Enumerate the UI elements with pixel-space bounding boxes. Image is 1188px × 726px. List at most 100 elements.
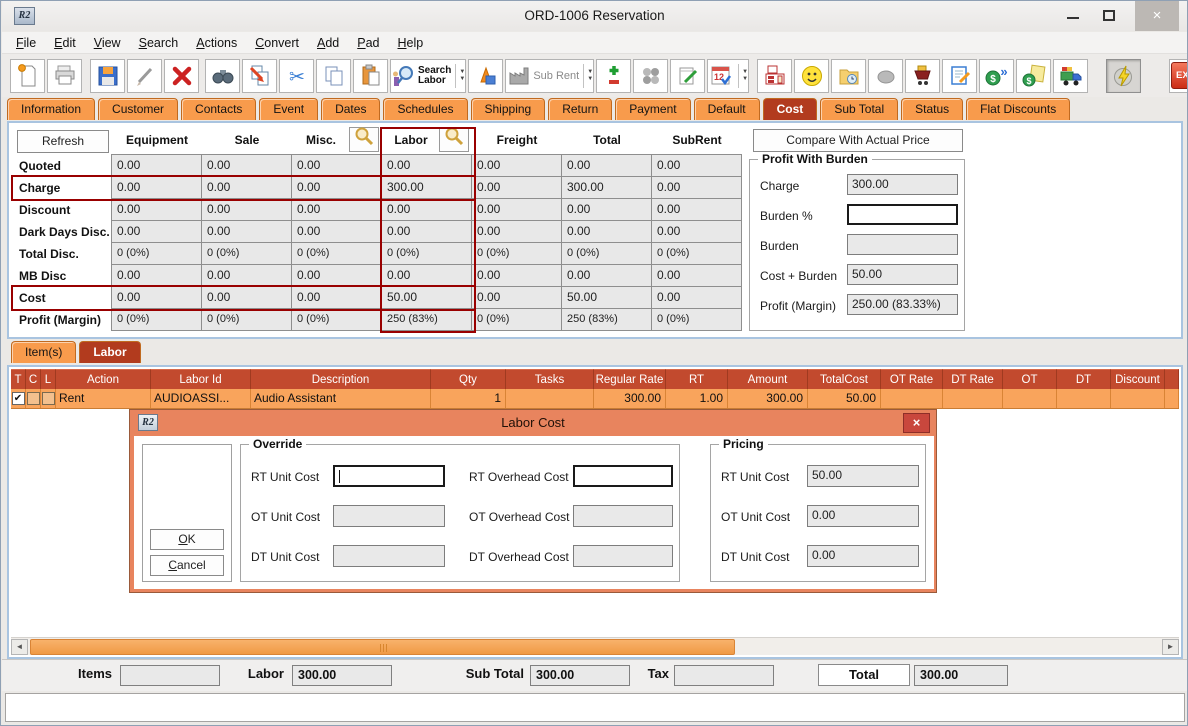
sub-rent-factory-button[interactable]: Sub Rent ▼ ▼ bbox=[505, 58, 595, 93]
dropdown-arrows-icon[interactable]: ▼ ▼ bbox=[738, 63, 748, 88]
labor-col-l[interactable]: L bbox=[41, 369, 56, 389]
paste-button[interactable] bbox=[353, 58, 388, 93]
menu-view[interactable]: View bbox=[93, 35, 121, 50]
search-labor-button[interactable]: Search Labor ▼ ▼ bbox=[390, 58, 467, 93]
menu-pad[interactable]: Pad bbox=[357, 35, 380, 50]
labor-col-ot-rate[interactable]: OT Rate bbox=[881, 369, 943, 389]
tab-contacts[interactable]: Contacts bbox=[181, 98, 257, 120]
menu-actions[interactable]: Actions bbox=[196, 35, 238, 50]
dollar-invoice-button[interactable]: $ bbox=[1016, 58, 1052, 93]
maximize-button[interactable] bbox=[1093, 1, 1125, 31]
tab-status[interactable]: Status bbox=[901, 98, 964, 120]
checkbox-t[interactable]: ✔ bbox=[11, 392, 25, 405]
scroll-left-arrow[interactable]: ◄ bbox=[11, 639, 28, 655]
print-button[interactable] bbox=[47, 58, 82, 93]
dropdown-arrows-icon[interactable]: ▼ ▼ bbox=[455, 63, 465, 88]
delete-button[interactable] bbox=[164, 58, 199, 93]
menu-add[interactable]: Add bbox=[317, 35, 340, 50]
horizontal-scrollbar[interactable]: ◄ ► bbox=[11, 637, 1179, 655]
scroll-right-arrow[interactable]: ► bbox=[1162, 639, 1179, 655]
notepad-edit-button[interactable] bbox=[670, 58, 706, 93]
labor-col-amount[interactable]: Amount bbox=[728, 369, 808, 389]
copy-button[interactable] bbox=[316, 58, 351, 93]
menu-search[interactable]: Search bbox=[138, 35, 179, 50]
labor-col-tasks[interactable]: Tasks bbox=[506, 369, 594, 389]
cut-scissors-icon: ✂ bbox=[284, 63, 310, 89]
cost-cell-charge-freight: 0.00 bbox=[472, 177, 562, 199]
group-title: Pricing bbox=[719, 437, 768, 451]
tab-cost[interactable]: Cost bbox=[762, 98, 818, 120]
tab-information[interactable]: Information bbox=[7, 98, 96, 120]
menu-help[interactable]: Help bbox=[397, 35, 424, 50]
tab-event[interactable]: Event bbox=[259, 98, 319, 120]
refresh-button[interactable]: Refresh bbox=[17, 130, 109, 153]
ok-button[interactable]: OK bbox=[150, 529, 224, 550]
checkbox-cell-l[interactable] bbox=[41, 389, 56, 408]
scrollbar-thumb[interactable] bbox=[30, 639, 735, 655]
labor-table-row[interactable]: ✔ Rent AUDIOASSI... Audio Assistant 1 300.00 1… bbox=[11, 389, 1179, 409]
note-edit-button[interactable] bbox=[942, 58, 978, 93]
labor-col-t[interactable]: T bbox=[11, 369, 26, 389]
checkbox-c[interactable] bbox=[26, 392, 40, 405]
delivery-truck-button[interactable] bbox=[1053, 58, 1089, 93]
labor-col-discount[interactable]: Discount bbox=[1111, 369, 1165, 389]
cut-scissors-button[interactable]: ✂ bbox=[279, 58, 314, 93]
labor-col-c[interactable]: C bbox=[26, 369, 41, 389]
labor-col-dt[interactable]: DT bbox=[1057, 369, 1111, 389]
tab-return[interactable]: Return bbox=[548, 98, 613, 120]
smiley-button[interactable] bbox=[794, 58, 830, 93]
tab-sub-total[interactable]: Sub Total bbox=[820, 98, 899, 120]
exit-button[interactable]: EXIT bbox=[1169, 58, 1187, 93]
labor-col-qty[interactable]: Qty bbox=[431, 369, 506, 389]
checkbox-cell-t[interactable]: ✔ bbox=[11, 389, 26, 408]
labor-col-rt[interactable]: RT bbox=[666, 369, 728, 389]
item-tab-labor[interactable]: Labor bbox=[79, 341, 141, 363]
menu-edit[interactable]: Edit bbox=[54, 35, 76, 50]
labor-col-totalcost[interactable]: TotalCost bbox=[808, 369, 881, 389]
cart-documents-button[interactable] bbox=[905, 58, 941, 93]
fax-button[interactable] bbox=[757, 58, 793, 93]
cancel-button[interactable]: Cancel bbox=[150, 555, 224, 576]
new-document-button[interactable] bbox=[10, 58, 45, 93]
menu-file[interactable]: File bbox=[16, 35, 37, 50]
tab-dates[interactable]: Dates bbox=[321, 98, 381, 120]
save-button[interactable] bbox=[90, 58, 125, 93]
search-labor-button[interactable] bbox=[439, 127, 469, 152]
checkbox-cell-c[interactable] bbox=[26, 389, 41, 408]
search-misc-button[interactable] bbox=[349, 127, 379, 152]
add-item-button[interactable] bbox=[596, 58, 632, 93]
menu-convert[interactable]: Convert bbox=[255, 35, 299, 50]
calendar-12-button[interactable]: 12 ▼ ▼ bbox=[707, 58, 750, 93]
tab-flat-discounts[interactable]: Flat Discounts bbox=[966, 98, 1071, 120]
tab-default[interactable]: Default bbox=[693, 98, 760, 120]
stone-gray-button[interactable] bbox=[868, 58, 904, 93]
dollar-forward-button[interactable]: $» bbox=[979, 58, 1015, 93]
labor-col-labor-id[interactable]: Labor Id bbox=[151, 369, 251, 389]
tab-customer[interactable]: Customer bbox=[98, 98, 179, 120]
labor-col-dt-rate[interactable]: DT Rate bbox=[943, 369, 1003, 389]
override-field-rt-unit-cost[interactable] bbox=[333, 465, 445, 487]
dialog-close-button[interactable]: × bbox=[903, 413, 930, 433]
compare-with-actual-price-button[interactable]: Compare With Actual Price bbox=[753, 129, 963, 152]
folder-time-button[interactable] bbox=[831, 58, 867, 93]
find-binoculars-button[interactable] bbox=[205, 58, 240, 93]
labor-col-description[interactable]: Description bbox=[251, 369, 431, 389]
edit-pencil-button[interactable] bbox=[127, 58, 162, 93]
labor-col-action[interactable]: Action bbox=[56, 369, 151, 389]
tab-shipping[interactable]: Shipping bbox=[470, 98, 546, 120]
people-gray-button[interactable] bbox=[633, 58, 669, 93]
checkbox-l[interactable] bbox=[41, 392, 55, 405]
item-tab-item-s[interactable]: Item(s) bbox=[11, 341, 77, 363]
tab-payment[interactable]: Payment bbox=[615, 98, 691, 120]
dropdown-arrows-icon[interactable]: ▼ ▼ bbox=[583, 63, 593, 88]
labor-col-ot[interactable]: OT bbox=[1003, 369, 1057, 389]
burden-field-burden[interactable] bbox=[847, 204, 958, 225]
tab-schedules[interactable]: Schedules bbox=[383, 98, 468, 120]
replace-document-button[interactable] bbox=[242, 58, 277, 93]
3d-shapes-button[interactable] bbox=[468, 58, 504, 93]
quick-launch-lightning-button[interactable] bbox=[1106, 58, 1142, 93]
labor-col-regular-rate[interactable]: Regular Rate bbox=[594, 369, 666, 389]
minimize-button[interactable] bbox=[1057, 1, 1089, 31]
override-field-rt-overhead-cost[interactable] bbox=[573, 465, 673, 487]
close-button[interactable]: × bbox=[1135, 1, 1179, 31]
